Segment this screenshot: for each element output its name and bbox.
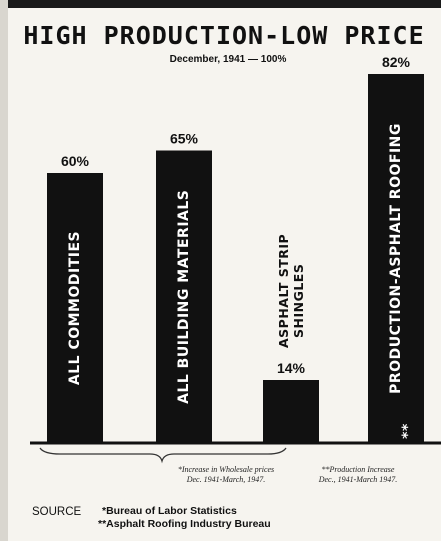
marker-production-asphalt-roofing: ** bbox=[400, 423, 416, 439]
chart-title: HIGH PRODUCTION-LOW PRICE bbox=[23, 21, 424, 50]
value-label-asphalt-strip-shingles: 14% bbox=[277, 360, 306, 376]
value-label-all-commodities: 60% bbox=[61, 153, 90, 169]
source-line2: **Asphalt Roofing Industry Bureau bbox=[98, 518, 271, 530]
price-note-line1: *Increase in Wholesale prices bbox=[178, 465, 274, 474]
category-label-production-asphalt-roofing: PRODUCTION-ASPHALT ROOFING bbox=[388, 123, 404, 394]
bar-all-building-materials bbox=[156, 150, 212, 443]
bars-layer: 60% ALL COMMODITIES 65% ALL BUILDING MATERI… bbox=[47, 54, 424, 443]
value-label-all-building-materials: 65% bbox=[170, 131, 199, 147]
source-line1: *Bureau of Labor Statistics bbox=[102, 505, 237, 517]
price-note-line2: Dec. 1941-March, 1947. bbox=[186, 475, 266, 484]
category-label-asphalt-strip-shingles: ASPHALT STRIPSHINGLES bbox=[276, 234, 306, 348]
price-bracket bbox=[39, 447, 287, 464]
category-label-all-building-materials: ALL BUILDING MATERIALS bbox=[176, 190, 192, 404]
bar-production-asphalt-roofing bbox=[368, 74, 424, 443]
left-border bbox=[0, 0, 8, 541]
bar-asphalt-strip-shingles bbox=[263, 380, 319, 443]
category-label-all-commodities: ALL COMMODITIES bbox=[67, 231, 83, 385]
bar-all-commodities bbox=[47, 173, 103, 443]
top-border bbox=[0, 0, 441, 8]
chart-subtitle: December, 1941 — 100% bbox=[170, 54, 287, 65]
production-note-line1: **Production Increase bbox=[322, 465, 395, 474]
source-label: SOURCE bbox=[32, 506, 82, 518]
production-note-line2: Dec., 1941-March 1947. bbox=[318, 475, 398, 484]
value-label-production-asphalt-roofing: 82% bbox=[382, 54, 411, 70]
